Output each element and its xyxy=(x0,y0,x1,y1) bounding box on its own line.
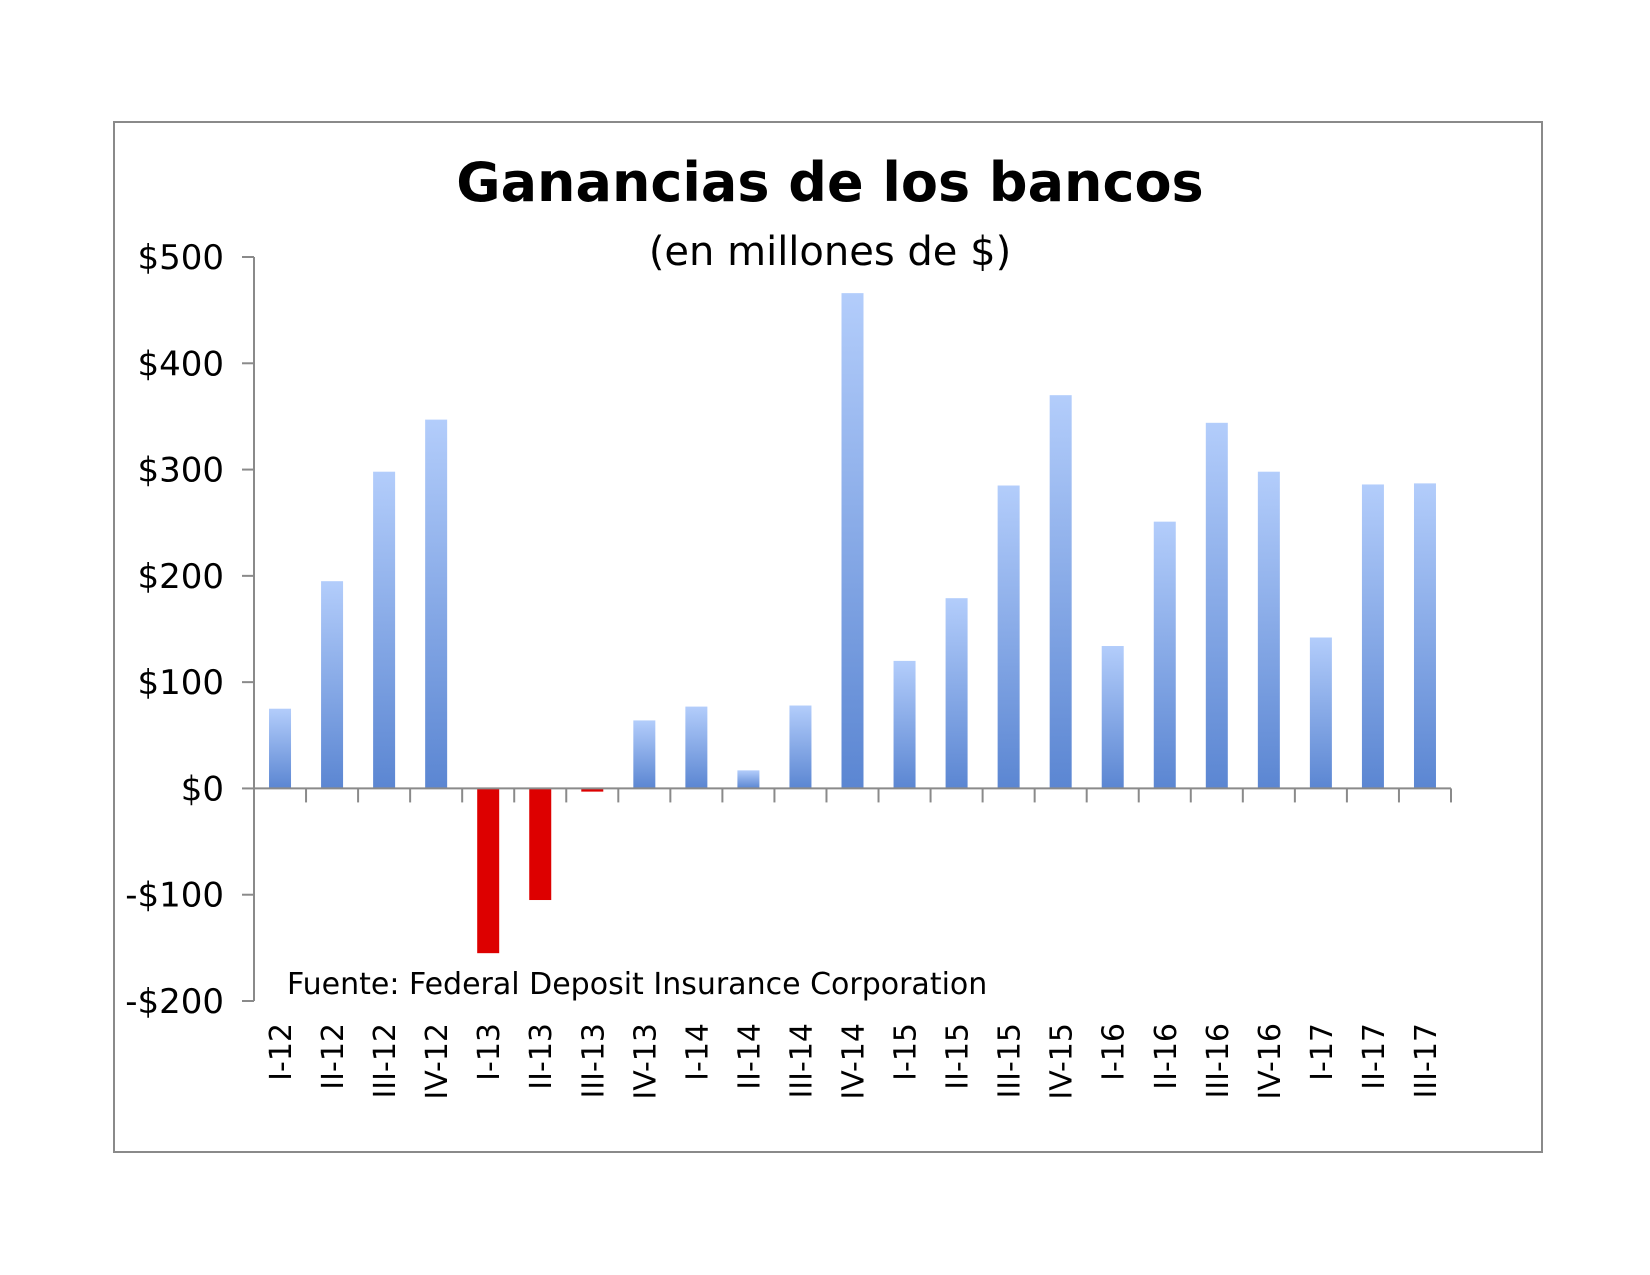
bar xyxy=(529,788,552,901)
x-tick-label: I-15 xyxy=(889,1023,924,1081)
x-tick-label: III-14 xyxy=(784,1023,819,1099)
y-tick-label: $300 xyxy=(137,451,224,491)
x-tick-label: II-14 xyxy=(732,1023,767,1090)
bar xyxy=(1153,521,1176,789)
bar xyxy=(1101,646,1124,789)
chart-subtitle: (en millones de $) xyxy=(649,229,1011,275)
source-note: Fuente: Federal Deposit Insurance Corpor… xyxy=(287,967,987,1002)
bar xyxy=(789,705,812,789)
y-tick-label: $200 xyxy=(137,557,224,597)
bar xyxy=(1309,637,1332,789)
x-tick-label: IV-15 xyxy=(1045,1023,1080,1100)
x-tick-label: I-16 xyxy=(1097,1023,1132,1081)
bar xyxy=(581,788,604,792)
bar xyxy=(1205,422,1228,789)
x-tick-label: I-14 xyxy=(680,1023,715,1081)
bar xyxy=(1361,484,1384,789)
x-tick-label: IV-12 xyxy=(420,1023,455,1100)
x-tick-label: II-13 xyxy=(524,1023,559,1090)
bars xyxy=(269,293,1436,954)
x-tick-label: I-12 xyxy=(264,1023,299,1081)
y-tick-label: $0 xyxy=(181,769,224,809)
chart-frame: Ganancias de los bancos (en millones de … xyxy=(113,121,1543,1153)
bar xyxy=(477,788,500,954)
x-tick-label: IV-13 xyxy=(628,1023,663,1100)
y-tick-label: $400 xyxy=(137,344,224,384)
x-tick-label: II-15 xyxy=(941,1023,976,1090)
bar xyxy=(945,598,968,789)
y-tick-label: $500 xyxy=(137,238,224,278)
x-tick-label: II-16 xyxy=(1149,1023,1184,1090)
bar xyxy=(893,660,916,789)
bar xyxy=(997,485,1020,789)
bar xyxy=(685,706,708,789)
chart-title: Ganancias de los bancos xyxy=(456,151,1203,214)
y-tick-label: -$200 xyxy=(125,982,224,1022)
y-tick-label: $100 xyxy=(137,663,224,703)
bar-chart: Ganancias de los bancos (en millones de … xyxy=(125,151,1452,1100)
x-tick-label: III-13 xyxy=(576,1023,611,1099)
x-tick-label: III-16 xyxy=(1201,1023,1236,1099)
bar xyxy=(1413,483,1436,789)
bar xyxy=(425,419,448,789)
bar xyxy=(1257,471,1280,789)
x-tick-label: II-17 xyxy=(1357,1023,1392,1090)
bar xyxy=(321,581,344,789)
x-tick-label: III-12 xyxy=(368,1023,403,1099)
bar xyxy=(737,770,760,789)
bar xyxy=(633,720,656,789)
bar xyxy=(1049,395,1072,789)
x-tick-label: I-13 xyxy=(472,1023,507,1081)
y-axis-ticks: $500 $400 $300 $200 $100 $0 -$100 -$200 xyxy=(125,238,254,1022)
x-tick-label: III-15 xyxy=(993,1023,1028,1099)
bar xyxy=(373,471,396,789)
x-axis-labels: I-12 II-12 III-12 IV-12 I-13 II-13 III-13 IV-13… xyxy=(264,1023,1444,1100)
bar xyxy=(841,293,864,789)
x-tick-label: II-12 xyxy=(316,1023,351,1090)
x-tick-label: III-17 xyxy=(1409,1023,1444,1099)
x-tick-label: IV-16 xyxy=(1253,1023,1288,1100)
axes xyxy=(253,257,1452,1001)
x-tick-label: I-17 xyxy=(1305,1023,1340,1081)
x-tick-label: IV-14 xyxy=(837,1023,872,1100)
bar xyxy=(269,708,292,789)
y-tick-label: -$100 xyxy=(125,876,224,916)
